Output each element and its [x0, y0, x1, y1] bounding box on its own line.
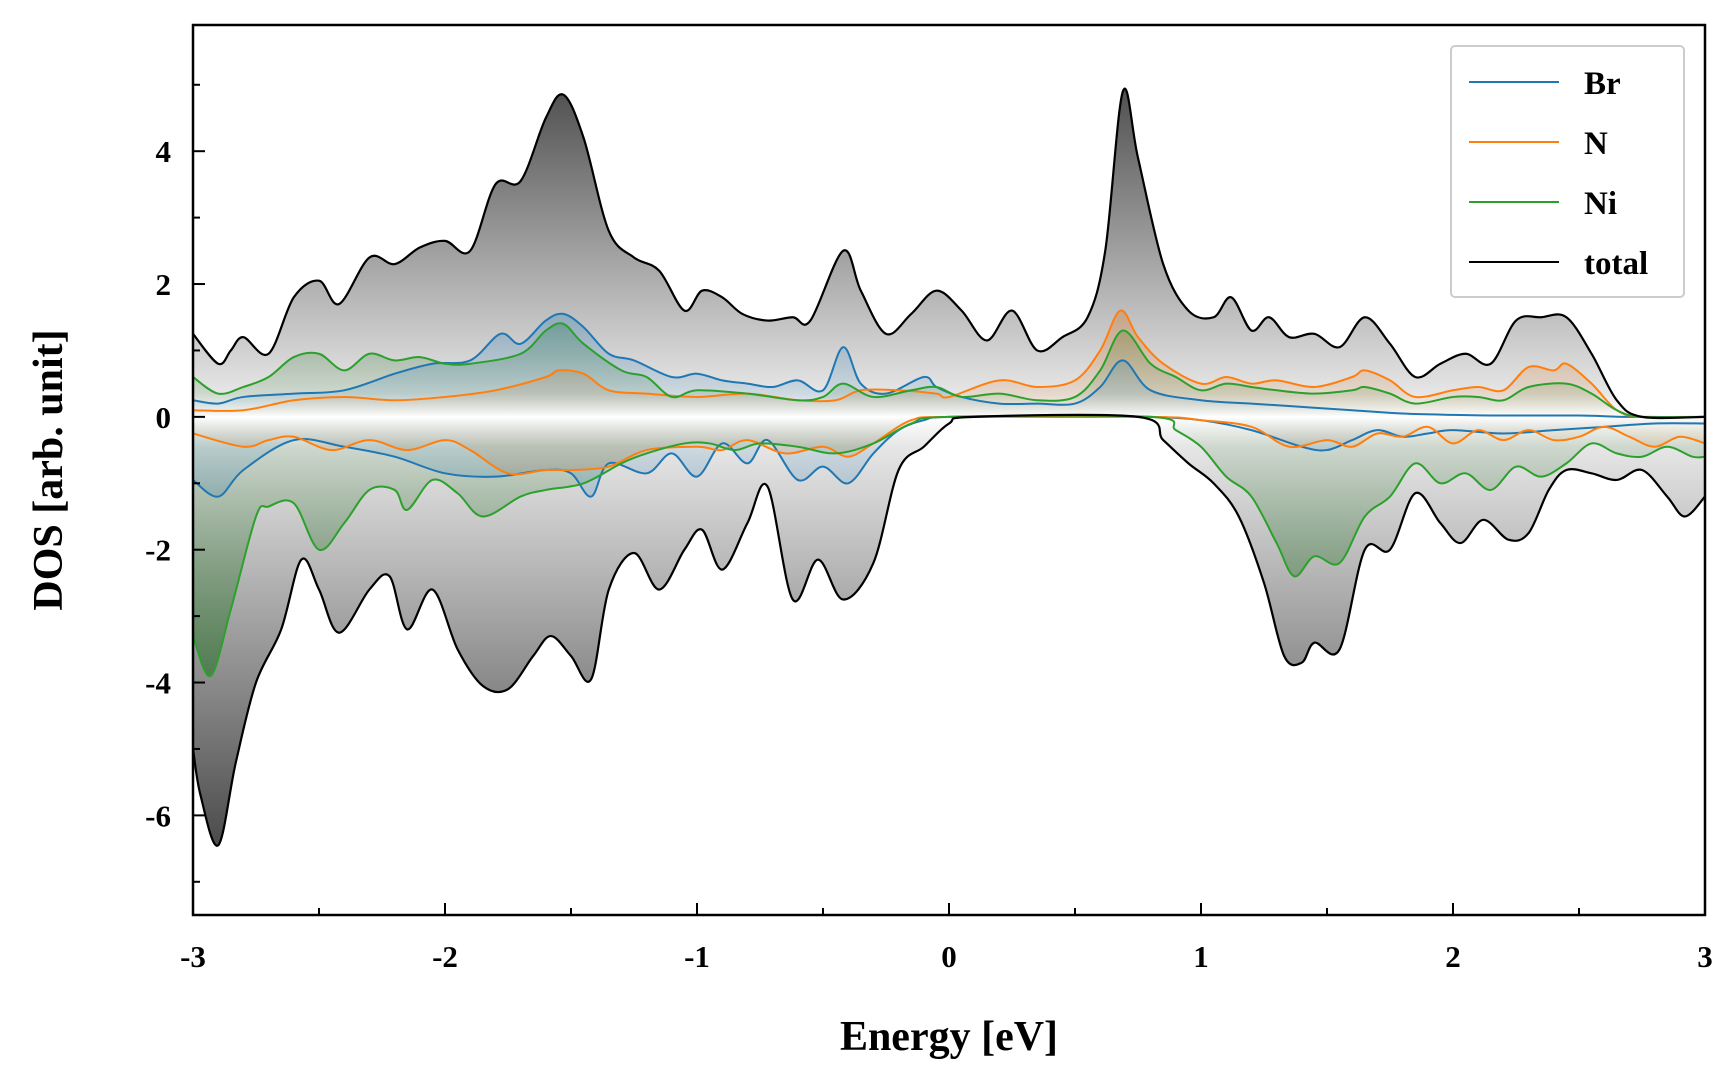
legend-label-ni: Ni [1584, 186, 1617, 222]
y-tick-label: 0 [156, 400, 172, 435]
line-total-up [193, 87, 1705, 420]
y-tick-label: -2 [145, 533, 171, 568]
x-tick-label: 0 [941, 939, 957, 974]
x-tick-label: -1 [684, 939, 710, 974]
line-br-down [193, 415, 1705, 498]
series-lines [193, 87, 1705, 847]
x-tick-label: 3 [1697, 939, 1713, 974]
y-axis-title: DOS [arb. unit] [26, 329, 72, 610]
line-n-down [193, 415, 1705, 476]
y-tick-label: -4 [145, 666, 171, 701]
x-tick-label: -3 [180, 939, 206, 974]
x-tick-label: 1 [1193, 939, 1209, 974]
line-ni-down [193, 414, 1705, 677]
legend-label-total: total [1584, 246, 1648, 282]
line-ni-up [193, 322, 1705, 419]
y-axis: -6 -4 -2 0 2 4 [145, 83, 205, 883]
fill-br-up [193, 313, 1705, 417]
x-axis-title: Energy [eV] [840, 1014, 1058, 1060]
line-n-up [193, 309, 1705, 419]
y-tick-label: 4 [156, 134, 172, 169]
y-tick-label: 2 [156, 267, 172, 302]
y-tick-label: -6 [145, 798, 171, 833]
legend-label-n: N [1584, 126, 1608, 162]
x-axis: -3 -2 -1 0 1 2 3 [180, 903, 1713, 974]
line-total-down [193, 413, 1705, 847]
legend-label-br: Br [1584, 66, 1621, 102]
x-tick-label: 2 [1445, 939, 1461, 974]
fill-ni-down [193, 415, 1705, 677]
x-tick-label: -2 [432, 939, 458, 974]
legend-box [1450, 45, 1685, 298]
line-br-up [193, 312, 1705, 418]
legend: Br N Ni total [1450, 45, 1685, 298]
fill-br-down [193, 416, 1705, 497]
